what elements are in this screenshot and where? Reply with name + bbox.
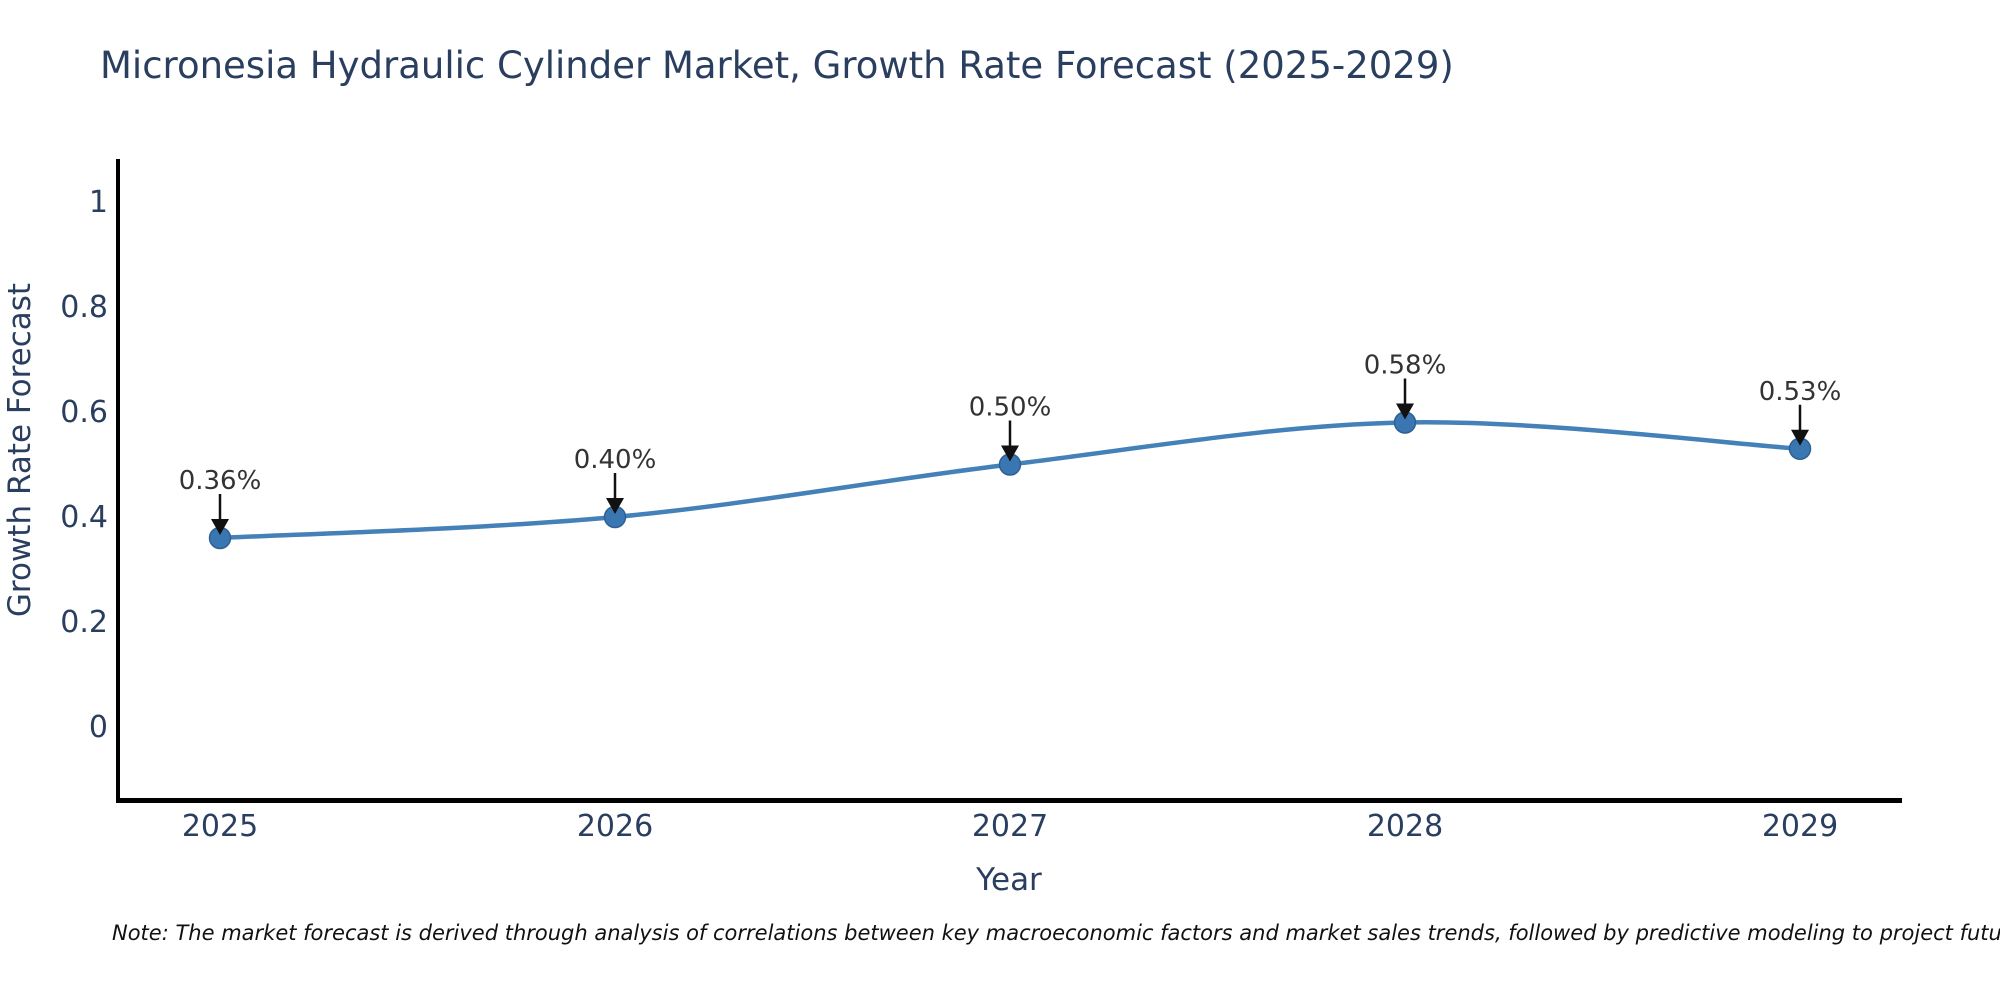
x-tick-label: 2028: [1367, 809, 1443, 844]
y-tick-label: 0.6: [60, 395, 108, 430]
y-tick-label: 0.2: [60, 605, 108, 640]
y-axis-title: Growth Rate Forecast: [2, 283, 38, 617]
annotation-arrowhead-2028: [1396, 403, 1414, 420]
y-axis: 0 0.2 0.4 0.6 0.8 1 Growth Rate Forecast: [2, 159, 120, 803]
y-tick-label: 1: [89, 185, 108, 220]
y-axis-line: [116, 159, 120, 803]
annotation-arrowhead-2026: [606, 498, 624, 514]
chart-title: Micronesia Hydraulic Cylinder Market, Gr…: [100, 44, 1454, 87]
x-tick-label: 2027: [972, 809, 1048, 844]
x-axis: 2025 2026 2027 2028 2029 Year: [116, 798, 1902, 898]
y-tick-labels: 0 0.2 0.4 0.6 0.8 1: [60, 185, 108, 745]
point-annotations: 0.36% 0.40% 0.50% 0.58% 0.53%: [179, 351, 1842, 535]
x-tick-label: 2029: [1762, 809, 1838, 844]
x-axis-title: Year: [975, 862, 1042, 898]
y-tick-label: 0: [89, 710, 108, 745]
x-tick-labels: 2025 2026 2027 2028 2029: [182, 809, 1838, 844]
y-tick-label: 0.4: [60, 500, 108, 535]
annotation-label-2025: 0.36%: [179, 466, 262, 496]
annotation-label-2026: 0.40%: [574, 445, 657, 475]
x-tick-label: 2025: [182, 809, 258, 844]
annotation-label-2027: 0.50%: [969, 393, 1052, 423]
annotation-label-2028: 0.58%: [1364, 351, 1447, 381]
annotation-arrowhead-2025: [211, 519, 229, 535]
x-axis-line: [116, 798, 1902, 803]
annotation-arrowhead-2027: [1001, 445, 1019, 462]
y-tick-label: 0.8: [60, 290, 108, 325]
annotation-arrowhead-2029: [1791, 429, 1809, 446]
x-tick-label: 2026: [577, 809, 653, 844]
footnote: Note: The market forecast is derived thr…: [112, 921, 2000, 945]
annotation-label-2029: 0.53%: [1759, 377, 1842, 407]
